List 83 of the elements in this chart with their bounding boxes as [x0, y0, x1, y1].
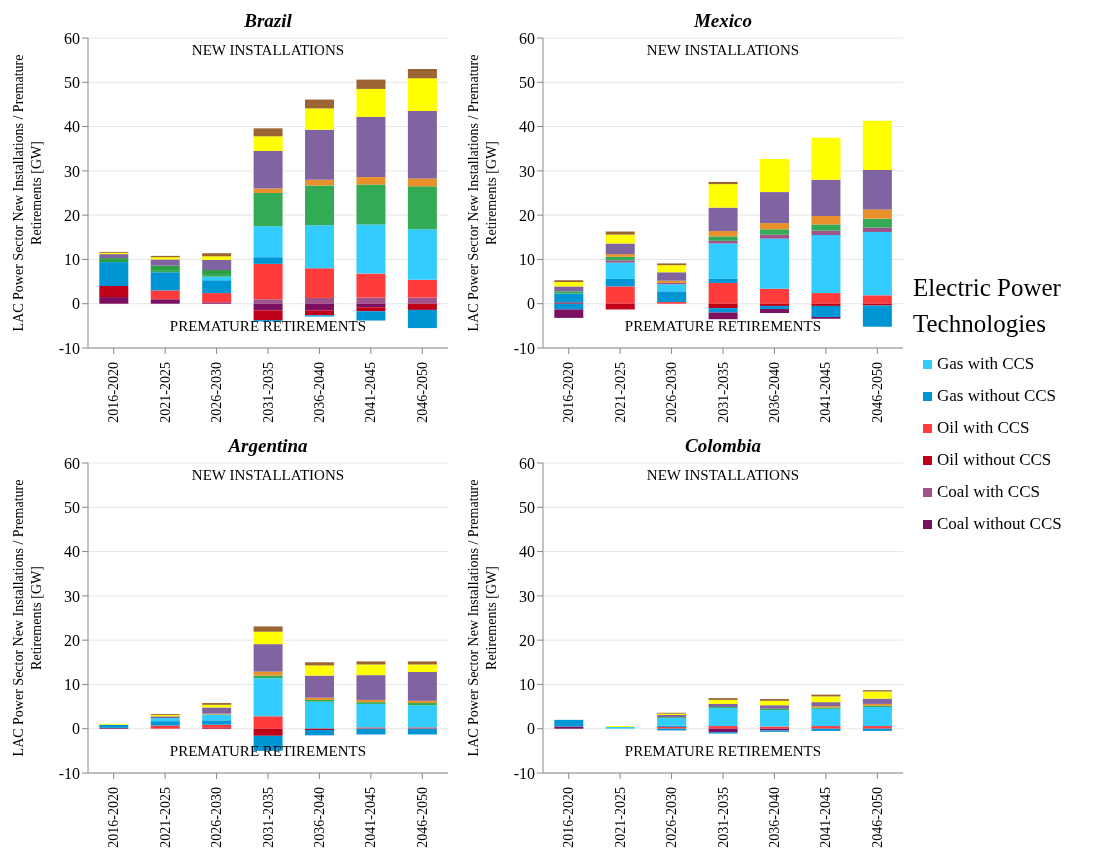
y-tick-label: 20: [64, 631, 80, 649]
x-tick-label: 2031-2035: [260, 787, 276, 848]
y-tick-label: 60: [519, 454, 535, 472]
x-tick-label: 2036-2040: [766, 362, 782, 423]
y-tick-label: 10: [64, 251, 80, 269]
y-tick-label: -10: [513, 339, 535, 357]
y-tick-label: 50: [519, 73, 535, 91]
legend-label: Gas with CCS: [937, 354, 1035, 374]
y-tick-label: 60: [64, 29, 80, 47]
y-tick-label: 10: [519, 251, 535, 269]
y-tick-label: 0: [527, 720, 535, 738]
x-tick-label: 2026-2030: [664, 362, 680, 423]
x-tick-label: 2031-2035: [715, 787, 731, 848]
y-tick-label: 10: [519, 676, 535, 694]
y-tick-label: 40: [64, 118, 80, 136]
y-tick-label: 20: [519, 631, 535, 649]
y-tick-label: 60: [519, 29, 535, 47]
y-tick-label: 40: [519, 543, 535, 561]
y-tick-label: -10: [513, 764, 535, 782]
chart-title: Argentina: [226, 435, 309, 457]
x-tick-label: 2036-2040: [766, 787, 782, 848]
y-tick-label: 30: [64, 587, 80, 605]
x-tick-label: 2036-2040: [311, 787, 327, 848]
y-tick-label: 40: [64, 543, 80, 561]
annotation: PREMATURE RETIREMENTS: [168, 743, 368, 760]
x-tick-label: 2046-2050: [414, 787, 430, 848]
legend-label: Gas without CCS: [937, 386, 1057, 406]
y-axis-title: LAC Power Sector New Installations / Premature Retirements [GW]: [10, 478, 45, 759]
chart-title: Mexico: [692, 10, 753, 32]
x-tick-label: 2016-2020: [106, 362, 122, 423]
y-tick-label: 10: [64, 676, 80, 694]
x-tick-label: 2036-2040: [311, 362, 327, 423]
annotation: PREMATURE RETIREMENTS: [623, 743, 823, 760]
x-tick-label: 2041-2045: [363, 362, 379, 423]
x-tick-label: 2021-2025: [612, 787, 628, 848]
x-tick-label: 2031-2035: [715, 362, 731, 423]
annotation: NEW INSTALLATIONS: [190, 42, 346, 59]
y-axis-title: LAC Power Sector New Installations / Premature Retirements [GW]: [10, 53, 45, 334]
annotation: NEW INSTALLATIONS: [190, 467, 346, 484]
x-tick-label: 2041-2045: [363, 787, 379, 848]
x-tick-label: 2041-2045: [818, 787, 834, 848]
x-tick-label: 2016-2020: [561, 787, 577, 848]
x-tick-label: 2016-2020: [106, 787, 122, 848]
legend-label: Oil without CCS: [937, 450, 1052, 470]
chart-title: Colombia: [684, 435, 762, 457]
x-tick-label: 2021-2025: [157, 787, 173, 848]
annotation: NEW INSTALLATIONS: [645, 42, 801, 59]
legend-label: Coal with CCS: [937, 482, 1040, 502]
legend-title: Electric Power Technologies: [913, 273, 1062, 339]
y-tick-label: -10: [58, 339, 80, 357]
annotation: PREMATURE RETIREMENTS: [168, 318, 368, 335]
annotation: NEW INSTALLATIONS: [645, 467, 801, 484]
y-tick-label: 30: [519, 587, 535, 605]
y-tick-label: 20: [519, 206, 535, 224]
y-tick-label: 50: [64, 73, 80, 91]
y-tick-label: 0: [72, 720, 80, 738]
annotation: PREMATURE RETIREMENTS: [623, 318, 823, 335]
y-tick-label: 0: [527, 295, 535, 313]
x-tick-label: 2016-2020: [561, 362, 577, 423]
x-tick-label: 2026-2030: [209, 362, 225, 423]
y-tick-label: 50: [64, 498, 80, 516]
x-tick-label: 2046-2050: [869, 787, 885, 848]
y-tick-label: 60: [64, 454, 80, 472]
x-tick-label: 2041-2045: [818, 362, 834, 423]
y-tick-label: -10: [58, 764, 80, 782]
y-tick-label: 40: [519, 118, 535, 136]
x-tick-label: 2026-2030: [664, 787, 680, 848]
x-tick-label: 2046-2050: [869, 362, 885, 423]
x-tick-label: 2026-2030: [209, 787, 225, 848]
x-tick-label: 2021-2025: [157, 362, 173, 423]
y-tick-label: 50: [519, 498, 535, 516]
legend-label: Coal without CCS: [937, 514, 1062, 534]
y-axis-title: LAC Power Sector New Installations / Premature Retirements [GW]: [465, 53, 500, 334]
x-tick-label: 2031-2035: [260, 362, 276, 423]
y-tick-label: 0: [72, 295, 80, 313]
chart-title: Brazil: [243, 10, 293, 32]
y-tick-label: 30: [519, 162, 535, 180]
y-tick-label: 30: [64, 162, 80, 180]
legend-label: Oil with CCS: [937, 418, 1030, 438]
y-tick-label: 20: [64, 206, 80, 224]
y-axis-title: LAC Power Sector New Installations / Premature Retirements [GW]: [465, 478, 500, 759]
x-tick-label: 2021-2025: [612, 362, 628, 423]
x-tick-label: 2046-2050: [414, 362, 430, 423]
